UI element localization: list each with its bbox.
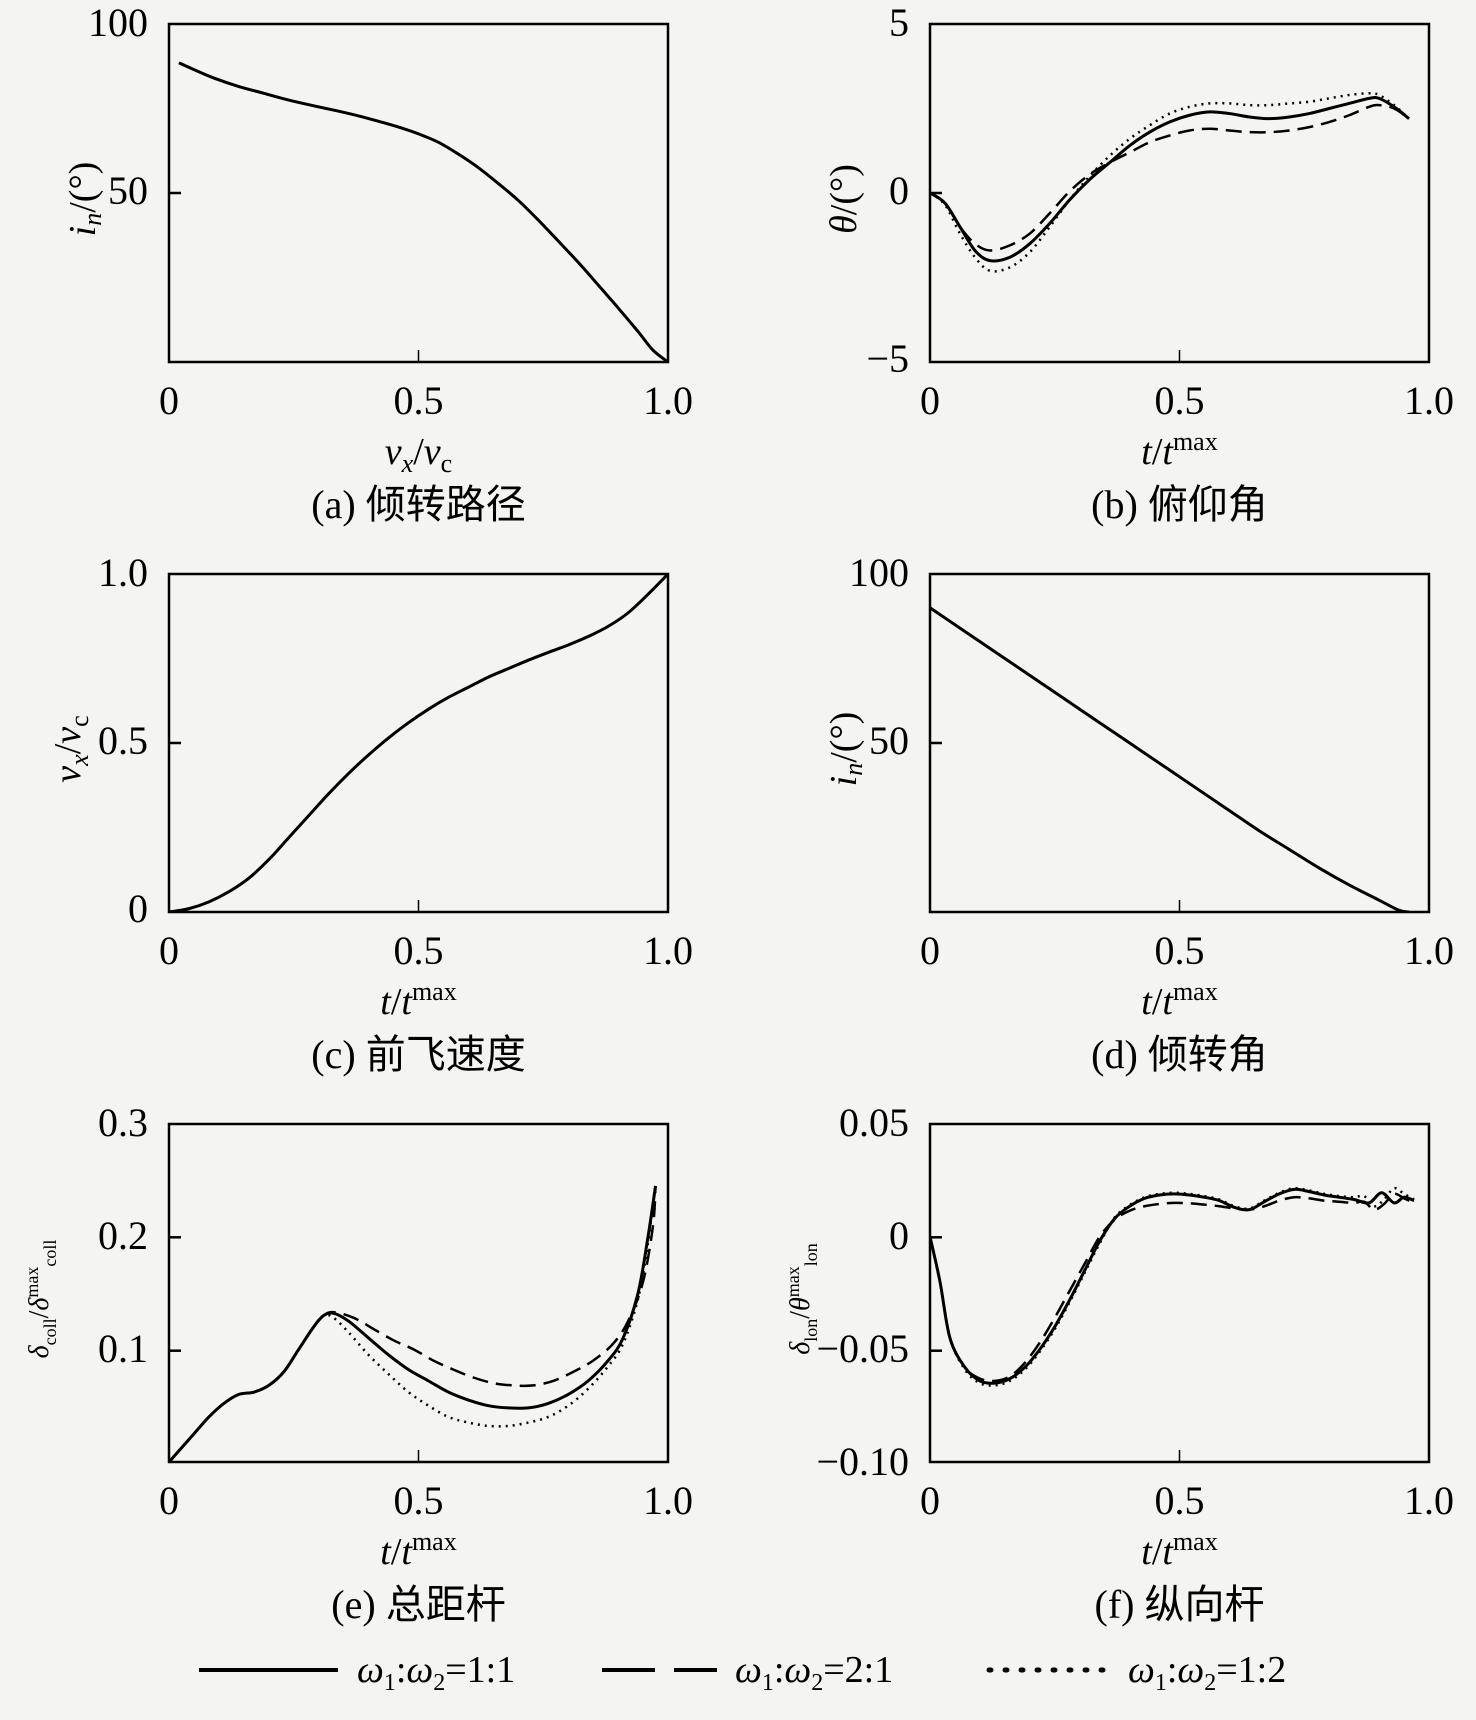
svg-text:δlon/θmaxlon: δlon/θmaxlon <box>783 1243 821 1355</box>
svg-text:(d) 倾转角: (d) 倾转角 <box>1091 1032 1268 1077</box>
svg-text:θ/(°): θ/(°) <box>823 164 865 234</box>
svg-text:t/tmax: t/tmax <box>1141 427 1217 473</box>
svg-text:0.05: 0.05 <box>839 1100 909 1145</box>
svg-text:δcoll/δmaxcoll: δcoll/δmaxcoll <box>22 1240 60 1359</box>
svg-text:(b) 俯仰角: (b) 俯仰角 <box>1091 482 1268 527</box>
svg-text:5: 5 <box>889 0 909 45</box>
svg-text:0: 0 <box>159 928 179 973</box>
svg-text:1.0: 1.0 <box>1404 928 1454 973</box>
svg-text:(e) 总距杆: (e) 总距杆 <box>331 1582 505 1627</box>
svg-text:in/(°): in/(°) <box>823 712 868 787</box>
svg-text:0: 0 <box>889 1213 909 1258</box>
svg-text:0.5: 0.5 <box>394 378 444 423</box>
svg-text:0.2: 0.2 <box>98 1213 148 1258</box>
svg-text:vx/vc: vx/vc <box>47 715 94 782</box>
svg-text:t/tmax: t/tmax <box>380 1527 456 1573</box>
svg-text:50: 50 <box>869 718 909 763</box>
svg-text:vx/vc: vx/vc <box>385 431 452 478</box>
svg-text:100: 100 <box>88 0 148 45</box>
svg-text:0.5: 0.5 <box>394 1478 444 1523</box>
svg-text:ω1:ω2=2:1: ω1:ω2=2:1 <box>735 1649 893 1696</box>
svg-text:0.5: 0.5 <box>98 718 148 763</box>
svg-text:1.0: 1.0 <box>98 550 148 595</box>
svg-text:0: 0 <box>159 378 179 423</box>
svg-text:0.5: 0.5 <box>394 928 444 973</box>
svg-text:ω1:ω2=1:1: ω1:ω2=1:1 <box>357 1649 515 1696</box>
svg-text:1.0: 1.0 <box>643 1478 693 1523</box>
svg-text:t/tmax: t/tmax <box>1141 1527 1217 1573</box>
svg-text:0: 0 <box>889 168 909 213</box>
svg-text:0: 0 <box>920 378 940 423</box>
svg-text:0.3: 0.3 <box>98 1100 148 1145</box>
svg-text:(f) 纵向杆: (f) 纵向杆 <box>1095 1582 1265 1627</box>
svg-text:0.5: 0.5 <box>1155 928 1205 973</box>
svg-text:100: 100 <box>849 550 909 595</box>
svg-text:(c) 前飞速度: (c) 前飞速度 <box>311 1032 525 1077</box>
svg-text:−0.10: −0.10 <box>816 1439 909 1484</box>
svg-text:0: 0 <box>128 886 148 931</box>
svg-text:1.0: 1.0 <box>643 928 693 973</box>
svg-text:t/tmax: t/tmax <box>380 977 456 1023</box>
svg-text:0.5: 0.5 <box>1155 1478 1205 1523</box>
svg-text:0.5: 0.5 <box>1155 378 1205 423</box>
svg-text:1.0: 1.0 <box>1404 1478 1454 1523</box>
svg-text:0: 0 <box>920 928 940 973</box>
svg-text:t/tmax: t/tmax <box>1141 977 1217 1023</box>
svg-text:ω1:ω2=1:2: ω1:ω2=1:2 <box>1128 1649 1286 1696</box>
svg-text:1.0: 1.0 <box>1404 378 1454 423</box>
svg-text:0.1: 0.1 <box>98 1326 148 1371</box>
svg-text:−0.05: −0.05 <box>816 1326 909 1371</box>
svg-text:−5: −5 <box>866 336 909 381</box>
svg-text:50: 50 <box>108 168 148 213</box>
svg-text:1.0: 1.0 <box>643 378 693 423</box>
svg-text:0: 0 <box>159 1478 179 1523</box>
svg-text:0: 0 <box>920 1478 940 1523</box>
svg-text:(a) 倾转路径: (a) 倾转路径 <box>311 482 525 527</box>
svg-text:in/(°): in/(°) <box>62 162 107 237</box>
